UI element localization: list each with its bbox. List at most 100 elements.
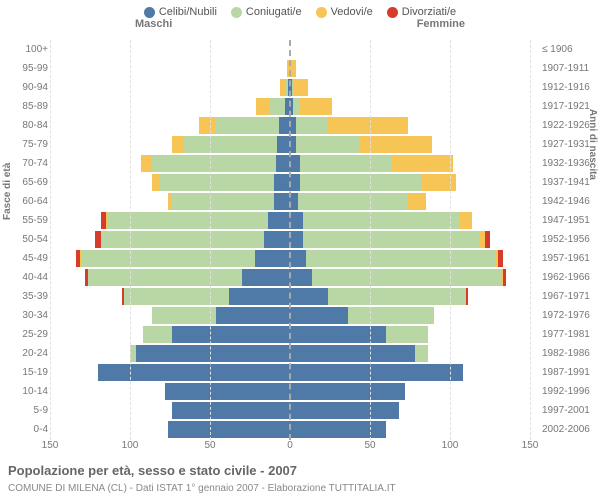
male-bar [256, 98, 290, 115]
year-label: 1977-1981 [542, 325, 600, 344]
legend-label: Coniugati/e [246, 6, 302, 18]
pyramid-row: 85-891917-1921 [0, 97, 600, 116]
age-label: 90-94 [0, 78, 48, 97]
segment [290, 231, 303, 248]
female-bar [290, 288, 468, 305]
female-bar [290, 421, 386, 438]
age-label: 40-44 [0, 268, 48, 287]
year-label: 1997-2001 [542, 401, 600, 420]
pyramid-row: 50-54 1952-1956 [0, 230, 600, 249]
year-label: 1982-1986 [542, 344, 600, 363]
segment [151, 155, 276, 172]
segment [276, 155, 290, 172]
age-label: 35-39 [0, 287, 48, 306]
segment [172, 402, 290, 419]
age-label: 70-74 [0, 154, 48, 173]
female-bar [290, 250, 503, 267]
segment [328, 288, 466, 305]
segment [143, 326, 172, 343]
pyramid-row: 75-791927-1931 [0, 135, 600, 154]
segment [386, 326, 428, 343]
pyramid-row: 65-69 1937-1941 [0, 173, 600, 192]
legend-swatch [144, 7, 155, 18]
segment [303, 212, 460, 229]
segment [306, 250, 495, 267]
segment [268, 212, 290, 229]
x-tick: 50 [364, 440, 375, 451]
legend-item: Divorziati/e [387, 6, 456, 18]
age-label: 5-9 [0, 401, 48, 420]
segment [165, 383, 290, 400]
male-bar [143, 326, 290, 343]
segment [82, 250, 255, 267]
year-label: 1937-1941 [542, 173, 600, 192]
segment [269, 98, 285, 115]
male-bar [168, 421, 290, 438]
age-label: 65-69 [0, 173, 48, 192]
segment [290, 307, 348, 324]
year-label: 2002-2006 [542, 420, 600, 439]
segment [101, 231, 264, 248]
segment [407, 193, 426, 210]
pyramid-row: 45-491957-1961 [0, 249, 600, 268]
segment [300, 174, 422, 191]
age-label: 50-54 [0, 230, 48, 249]
age-label: 15-19 [0, 363, 48, 382]
year-label: ≤ 1906 [542, 40, 600, 59]
segment [172, 136, 185, 153]
male-bar [168, 193, 290, 210]
segment [290, 174, 300, 191]
segment [255, 250, 290, 267]
year-label: 1917-1921 [542, 97, 600, 116]
header-female: Femmine [417, 18, 465, 30]
male-bar [85, 269, 290, 286]
year-label: 1987-1991 [542, 363, 600, 382]
segment [290, 193, 298, 210]
pyramid-row: 60-641942-1946 [0, 192, 600, 211]
segment [159, 174, 274, 191]
segment [360, 136, 432, 153]
segment [290, 250, 306, 267]
segment [296, 136, 360, 153]
male-bar [152, 307, 290, 324]
segment [290, 421, 386, 438]
age-label: 80-84 [0, 116, 48, 135]
year-label: 1952-1956 [542, 230, 600, 249]
pyramid-row: 35-391967-1971 [0, 287, 600, 306]
female-bar [290, 345, 428, 362]
female-bar [290, 136, 432, 153]
pyramid-row: 10-141992-1996 [0, 382, 600, 401]
center-axis [289, 40, 291, 440]
male-bar [199, 117, 290, 134]
segment [216, 307, 290, 324]
segment [256, 98, 269, 115]
segment [141, 155, 151, 172]
segment [466, 288, 468, 305]
x-axis: 15010050050100150 [0, 440, 600, 456]
segment [290, 155, 300, 172]
segment [290, 402, 399, 419]
male-bar [141, 155, 290, 172]
female-bar [290, 212, 472, 229]
segment [290, 269, 312, 286]
female-bar [290, 174, 456, 191]
x-tick: 150 [522, 440, 539, 451]
age-label: 75-79 [0, 135, 48, 154]
male-bar [122, 288, 290, 305]
segment [290, 288, 328, 305]
x-tick: 50 [204, 440, 215, 451]
segment [415, 345, 428, 362]
segment [152, 307, 216, 324]
segment [136, 345, 290, 362]
segment [172, 326, 290, 343]
pyramid-row: 55-591947-1951 [0, 211, 600, 230]
x-tick: 100 [442, 440, 459, 451]
segment [274, 193, 290, 210]
pyramid-row: 15-19 1987-1991 [0, 363, 600, 382]
male-bar [172, 136, 290, 153]
segment [199, 117, 215, 134]
segment [503, 269, 506, 286]
x-tick: 150 [42, 440, 59, 451]
female-bar [290, 193, 426, 210]
segment [274, 174, 290, 191]
